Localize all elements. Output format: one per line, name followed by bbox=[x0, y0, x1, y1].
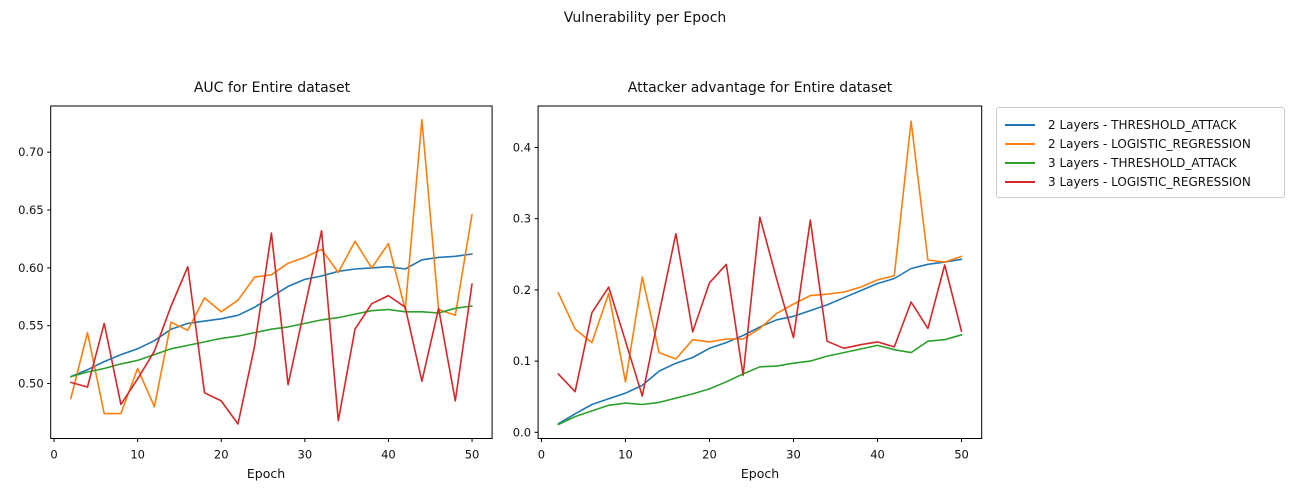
legend-line-swatch bbox=[1005, 123, 1035, 126]
x-tick-label: 40 bbox=[381, 448, 396, 462]
legend-entry: 3 Layers - THRESHOLD_ATTACK bbox=[997, 153, 1284, 172]
legend-label: 3 Layers - LOGISTIC_REGRESSION bbox=[1048, 175, 1251, 190]
legend-entry: 2 Layers - LOGISTIC_REGRESSION bbox=[997, 134, 1284, 153]
series-line-3-layers-logistic-regression bbox=[70, 230, 473, 425]
axes-spines bbox=[537, 105, 983, 439]
x-tick-label: 50 bbox=[954, 448, 969, 462]
y-tick-label: 0.55 bbox=[18, 319, 44, 333]
x-tick-label: 0 bbox=[50, 448, 57, 462]
x-tick-label: 40 bbox=[870, 448, 885, 462]
legend-line-swatch bbox=[1005, 181, 1035, 184]
legend-line-swatch bbox=[1005, 142, 1035, 145]
axes-spines bbox=[50, 105, 493, 439]
x-tick-label: 20 bbox=[214, 448, 229, 462]
x-tick-label: 50 bbox=[465, 448, 480, 462]
series-line-2-layers-logistic-regression bbox=[557, 120, 963, 383]
right-axes-title: Attacker advantage for Entire dataset bbox=[627, 80, 893, 96]
y-tick-label: 0.4 bbox=[513, 141, 531, 155]
series-line-3-layers-threshold-attack bbox=[70, 305, 473, 378]
legend-entry: 2 Layers - THRESHOLD_ATTACK bbox=[997, 115, 1284, 134]
y-tick-label: 0.65 bbox=[18, 203, 44, 217]
series-line-2-layers-threshold-attack bbox=[557, 258, 963, 425]
x-tick-label: 30 bbox=[786, 448, 801, 462]
y-tick-label: 0.1 bbox=[513, 354, 531, 368]
axes-attacker-advantage: 0 10 20 30 40 50 0.0 0.1 0.2 0.3 0.4 bbox=[513, 105, 983, 462]
left-xaxis-label: Epoch bbox=[246, 466, 286, 481]
legend-line-swatch bbox=[1005, 161, 1035, 164]
x-tick-label: 20 bbox=[702, 448, 717, 462]
right-xaxis-label: Epoch bbox=[740, 466, 780, 481]
x-tick-label: 30 bbox=[298, 448, 313, 462]
y-tick-label: 0.70 bbox=[18, 145, 44, 159]
y-tick-label: 0.2 bbox=[513, 283, 531, 297]
series-line-3-layers-logistic-regression bbox=[557, 216, 963, 397]
y-tick-label: 0.50 bbox=[18, 377, 44, 391]
figure-suptitle: Vulnerability per Epoch bbox=[563, 10, 727, 26]
legend-label: 2 Layers - LOGISTIC_REGRESSION bbox=[1048, 136, 1251, 151]
y-tick-label: 0.0 bbox=[513, 425, 531, 439]
x-tick-label: 0 bbox=[538, 448, 545, 462]
series-line-2-layers-logistic-regression bbox=[70, 119, 473, 415]
x-tick-label: 10 bbox=[130, 448, 145, 462]
series-line-3-layers-threshold-attack bbox=[557, 333, 963, 426]
series-line-2-layers-threshold-attack bbox=[70, 253, 473, 378]
legend-label: 2 Layers - THRESHOLD_ATTACK bbox=[1048, 117, 1237, 132]
legend: 2 Layers - THRESHOLD_ATTACK 2 Layers - LO… bbox=[996, 107, 1285, 198]
y-tick-label: 0.3 bbox=[513, 212, 531, 226]
axes-auc: 0 10 20 30 40 50 0.50 0.55 0.60 0.65 0.70 bbox=[18, 105, 493, 462]
y-tick-label: 0.60 bbox=[18, 261, 44, 275]
x-tick-label: 10 bbox=[618, 448, 633, 462]
left-axes-title: AUC for Entire dataset bbox=[193, 80, 351, 96]
legend-entry: 3 Layers - LOGISTIC_REGRESSION bbox=[997, 173, 1284, 192]
legend-label: 3 Layers - THRESHOLD_ATTACK bbox=[1048, 155, 1237, 170]
